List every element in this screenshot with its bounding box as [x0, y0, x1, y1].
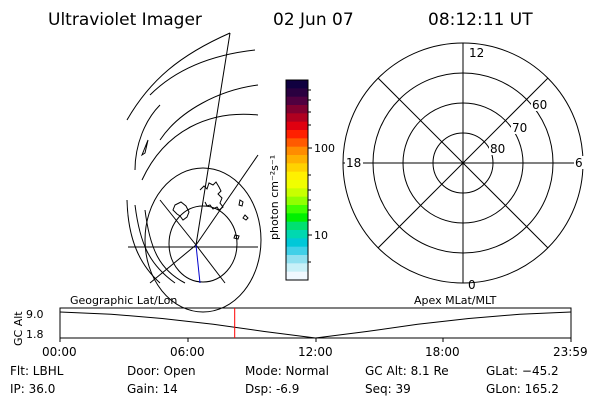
- page-title: Ultraviolet Imager: [48, 10, 202, 30]
- glat-field: GLat: −45.2: [486, 364, 559, 378]
- map-meridian: [195, 154, 259, 246]
- color-bar-segment: [286, 271, 308, 281]
- gc-alt-field: GC Alt: 8.1 Re: [365, 364, 449, 378]
- spacecraft-track: [195, 244, 201, 284]
- color-bar-segment: [286, 163, 308, 173]
- x-tick-label: 18:00: [425, 345, 460, 359]
- map-grid-line: [126, 32, 231, 121]
- glon-field: GLon: 165.2: [486, 382, 559, 396]
- map-grid-line: [126, 199, 161, 284]
- color-bar-segment: [286, 205, 308, 214]
- mlt-0-label: 0: [468, 278, 476, 292]
- mlat-60-label: 60: [532, 98, 547, 112]
- color-bar-segment: [286, 171, 308, 181]
- gain-field: Gain: 14: [127, 382, 178, 396]
- mlat-80-label: 80: [490, 142, 505, 156]
- color-bar-frame: [285, 79, 309, 281]
- altitude-axis-label: GC Alt: [12, 311, 25, 346]
- label-bg: [574, 156, 584, 169]
- geographic-map: [126, 32, 262, 313]
- x-tick-label: 06:00: [170, 345, 205, 359]
- map-lat-circle: [168, 205, 238, 283]
- color-bar-segment: [286, 113, 308, 123]
- dsp-field: Dsp: -6.9: [245, 382, 299, 396]
- label-bg: [468, 46, 484, 59]
- label-bg: [511, 121, 529, 134]
- altitude-strip-ticks: [59, 338, 572, 342]
- map-meridian: [195, 32, 231, 246]
- map-grid-line: [159, 84, 259, 141]
- time-label: 08:12:11 UT: [428, 10, 533, 30]
- polar-diagonal: [377, 77, 549, 249]
- color-bar-segment: [286, 230, 308, 239]
- altitude-y-bottom: 1.8: [26, 328, 44, 341]
- map-grid-line: [134, 204, 176, 284]
- map-grid-line: [149, 49, 256, 96]
- x-tick-label: 12:00: [298, 345, 333, 359]
- map-grid-line: [134, 104, 161, 171]
- color-bar-segment: [286, 80, 308, 89]
- color-bar-segment: [286, 121, 308, 131]
- map-grid-line: [141, 113, 259, 181]
- color-bar-segment: [286, 138, 308, 148]
- color-bar-segment: [286, 105, 308, 114]
- altitude-strip-frame: [59, 307, 572, 339]
- label-bg: [489, 142, 507, 155]
- color-bar-segment: [286, 188, 308, 198]
- color-bar-segment: [286, 213, 308, 223]
- mlt-12-label: 12: [469, 46, 484, 60]
- footer-info: Flt: LBHL IP: 36.0 Door: Open Gain: 14 M…: [10, 364, 559, 396]
- color-bar-segment: [286, 246, 308, 256]
- color-bar-segment: [286, 263, 308, 273]
- ip-field: IP: 36.0: [10, 382, 55, 396]
- polar-plot: [342, 42, 584, 284]
- color-bar-segment: [286, 146, 308, 156]
- map-coastline: [199, 181, 224, 211]
- color-bar-segment: [286, 130, 308, 139]
- altitude-curve: [59, 311, 572, 339]
- geographic-label: Geographic Lat/Lon: [70, 294, 177, 307]
- color-bar-unit-label: photon cm⁻²s⁻¹: [268, 155, 281, 240]
- label-bg: [345, 156, 363, 169]
- color-bar-tick-100: 100: [314, 142, 335, 155]
- color-bar: [286, 80, 308, 281]
- apex-label: Apex MLat/MLT: [414, 294, 497, 307]
- color-bar-tick-10: 10: [314, 229, 328, 242]
- x-tick-label: 23:59: [553, 345, 588, 359]
- color-bar-segment: [286, 221, 308, 231]
- color-bar-segment: [286, 96, 308, 106]
- altitude-y-top: 9.0: [26, 308, 44, 321]
- color-bar-segment: [286, 196, 308, 206]
- map-coastline: [140, 139, 149, 157]
- map-meridian: [195, 244, 226, 284]
- seq-field: Seq: 39: [365, 382, 411, 396]
- map-coastline: [242, 214, 249, 221]
- door-field: Door: Open: [127, 364, 196, 378]
- map-meridian: [159, 199, 197, 246]
- mlt-6-label: 6: [575, 156, 583, 170]
- map-coastline: [233, 234, 240, 240]
- mlat-70-label: 70: [512, 121, 527, 135]
- mode-field: Mode: Normal: [245, 364, 329, 378]
- x-tick-label: 00:00: [42, 345, 77, 359]
- color-bar-segment: [286, 255, 308, 264]
- color-bar-ticks: [308, 89, 312, 263]
- map-lat-circle: [144, 167, 262, 313]
- mlt-18-label: 18: [346, 156, 361, 170]
- date-label: 02 Jun 07: [273, 10, 354, 30]
- color-bar-segment: [286, 180, 308, 189]
- filter-field: Flt: LBHL: [10, 364, 64, 378]
- map-meridian: [149, 244, 197, 284]
- label-bg: [531, 98, 549, 111]
- color-bar-segment: [286, 155, 308, 164]
- color-bar-segment: [286, 238, 308, 248]
- map-coastline: [172, 201, 190, 221]
- color-bar-segment: [286, 88, 308, 98]
- map-coastline: [238, 199, 244, 207]
